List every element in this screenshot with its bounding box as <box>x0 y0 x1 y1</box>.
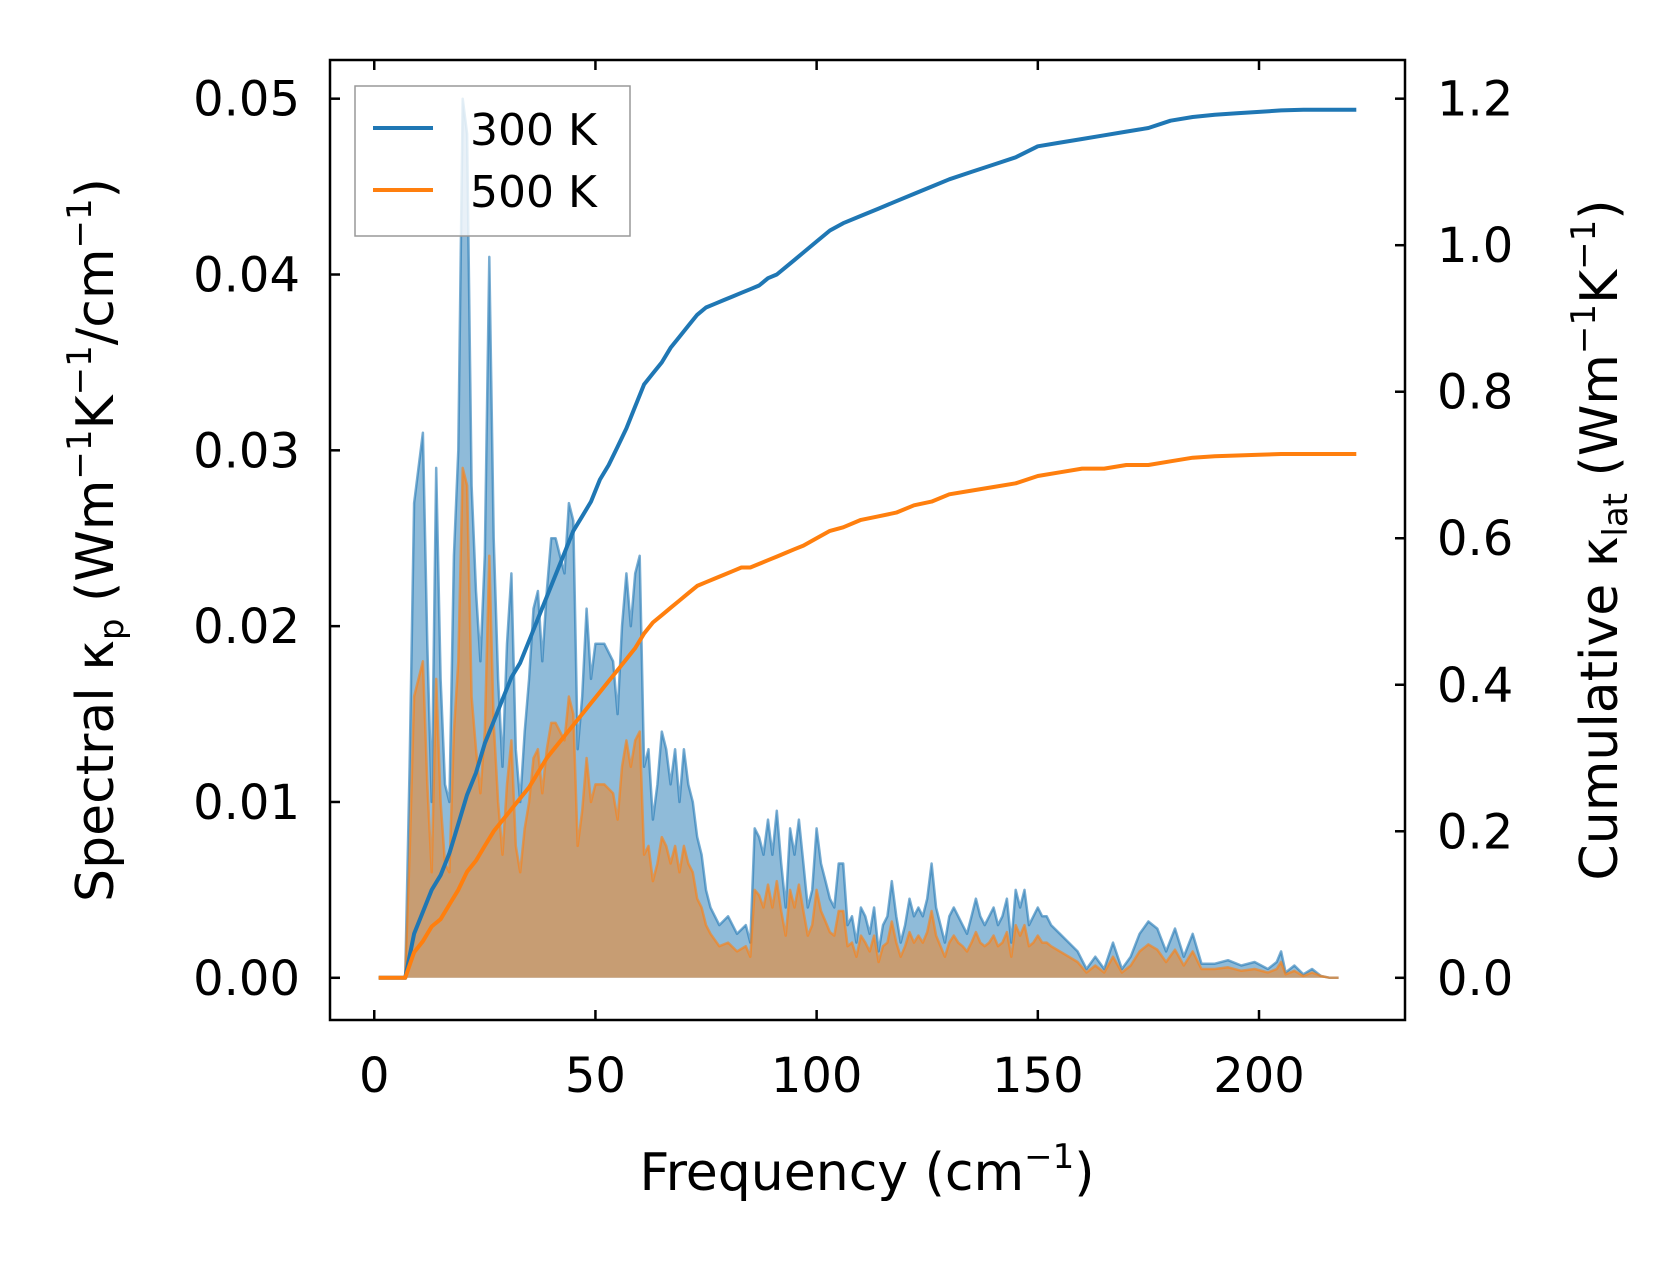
y-left-tick-label: 0.01 <box>193 775 300 831</box>
cumulative-line-500k <box>378 452 1357 980</box>
y-axis-right-label: Cumulative κlat (Wm−1K−1) <box>1564 199 1636 880</box>
x-tick-label: 100 <box>771 1048 863 1104</box>
legend-label-300k: 300 K <box>470 105 598 156</box>
y-left-tick-label: 0.00 <box>193 951 300 1007</box>
y-right-tick-label: 0.8 <box>1437 365 1513 421</box>
y-right-tick-label: 1.0 <box>1437 218 1513 274</box>
y-left-tick-label: 0.05 <box>193 72 300 128</box>
x-tick-label: 200 <box>1213 1048 1305 1104</box>
spectral-fill-layer <box>378 97 1339 980</box>
line-layer <box>378 107 1357 980</box>
x-tick-label: 150 <box>992 1048 1084 1104</box>
x-tick-label: 0 <box>359 1048 390 1104</box>
x-tick-label: 50 <box>565 1048 626 1104</box>
legend-box <box>354 85 631 237</box>
plot-frame <box>328 58 1407 1022</box>
y-axis-left-label: Spectral κp (Wm−1K−1/cm−1) <box>60 178 132 902</box>
y-right-tick-label: 0.6 <box>1437 511 1513 567</box>
y-left-tick-label: 0.03 <box>193 423 300 479</box>
y-right-tick-label: 0.4 <box>1437 658 1513 714</box>
y-right-tick-label: 1.2 <box>1437 72 1513 128</box>
cumulative-line-300k <box>378 107 1357 980</box>
spectral-area-500k <box>378 466 1339 980</box>
legend-label-500k: 500 K <box>470 167 598 218</box>
y-right-tick-label: 0.2 <box>1437 804 1513 860</box>
y-left-tick-label: 0.04 <box>193 248 300 304</box>
spectral-area-300k <box>378 97 1339 980</box>
legend: 300 K 500 K <box>354 85 631 237</box>
y-right-tick-label: 0.0 <box>1437 951 1513 1007</box>
tick-layer: 0 50 100 150 200 0.00 0.01 0.02 0.03 0.04 0.05 0.0 0… <box>193 60 1513 1104</box>
y-left-tick-label: 0.02 <box>193 599 300 655</box>
x-axis-label: Frequency (cm−1) <box>639 1137 1094 1203</box>
